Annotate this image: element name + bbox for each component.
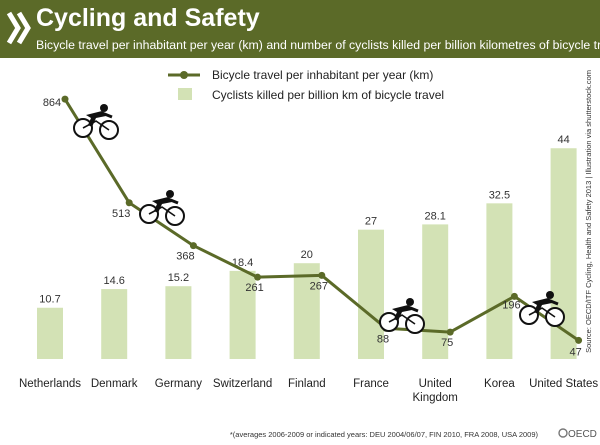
bar-value-label-germany: 15.2	[168, 272, 189, 284]
line-point-switzerland	[254, 273, 262, 281]
line-value-label-denmark: 513	[112, 208, 130, 220]
legend-label-line: Bicycle travel per inhabitant per year (…	[212, 68, 433, 82]
bar-value-label-united-kingdom: 28.1	[424, 210, 445, 222]
line-value-label-france: 88	[377, 333, 389, 345]
cyclist-icon-france	[379, 298, 425, 334]
bar-value-label-united-states: 44	[557, 134, 569, 146]
footnote: *(averages 2006-2009 or indicated years:…	[229, 430, 538, 439]
bar-switzerland	[229, 270, 256, 359]
line-point-united-states	[575, 336, 583, 344]
chart-title: Cycling and Safety	[36, 4, 260, 32]
oecd-logo-icon	[558, 428, 568, 438]
bar-germany	[165, 286, 192, 359]
chart-subtitle: Bicycle travel per inhabitant per year (…	[36, 38, 600, 52]
x-tick-label-switzerland: Switzerland	[213, 378, 272, 390]
x-tick-label-united-kingdom-line2: Kingdom	[413, 392, 458, 404]
header-banner: Cycling and Safety Bicycle travel per in…	[0, 0, 600, 58]
bar-value-label-france: 27	[365, 216, 377, 228]
line-value-label-switzerland: 261	[245, 282, 263, 294]
legend-bar-swatch	[178, 88, 192, 100]
line-value-label-germany: 368	[176, 251, 194, 263]
oecd-brand: OECD	[568, 429, 597, 440]
cyclist-icon-netherlands	[73, 104, 119, 140]
bar-value-label-denmark: 14.6	[103, 275, 124, 287]
bar-united-kingdom	[422, 224, 449, 359]
line-point-netherlands	[61, 95, 69, 103]
bar-value-label-netherlands: 10.7	[39, 294, 60, 306]
bar-netherlands	[37, 307, 63, 359]
legend-line-marker	[180, 71, 188, 79]
x-tick-label-denmark: Denmark	[91, 378, 138, 390]
bar-united-states	[550, 148, 577, 359]
line-value-label-united-states: 47	[569, 346, 581, 358]
line-point-germany	[189, 242, 197, 250]
bar-korea	[486, 203, 513, 359]
bar-france	[358, 229, 384, 359]
line-value-label-finland: 267	[310, 280, 328, 292]
source-note: Source: OECD/ITF Cycling, Health and Saf…	[584, 70, 593, 353]
x-tick-label-united-kingdom: United	[419, 378, 452, 390]
cyclist-icon-united-states	[519, 291, 565, 327]
x-tick-label-germany: Germany	[155, 378, 203, 390]
legend-label-bar: Cyclists killed per billion km of bicycl…	[212, 88, 444, 102]
bar-value-label-finland: 20	[301, 249, 313, 261]
cyclist-icon-denmark	[139, 190, 185, 226]
x-tick-label-korea: Korea	[484, 378, 515, 390]
line-value-label-netherlands: 864	[43, 97, 61, 109]
line-point-korea	[510, 292, 518, 300]
x-tick-label-france: France	[353, 378, 389, 390]
bar-denmark	[101, 289, 128, 359]
line-value-label-korea: 196	[502, 299, 520, 311]
bar-finland	[293, 263, 320, 359]
line-point-denmark	[125, 199, 133, 207]
double-chevron-icon	[6, 11, 31, 45]
x-tick-label-netherlands: Netherlands	[19, 378, 81, 390]
bar-value-label-korea: 32.5	[489, 189, 510, 201]
line-value-label-united-kingdom: 75	[441, 337, 453, 349]
x-tick-label-finland: Finland	[288, 378, 326, 390]
line-point-united-kingdom	[446, 328, 454, 336]
x-tick-label-united-states: United States	[529, 378, 598, 390]
line-point-finland	[318, 271, 326, 279]
